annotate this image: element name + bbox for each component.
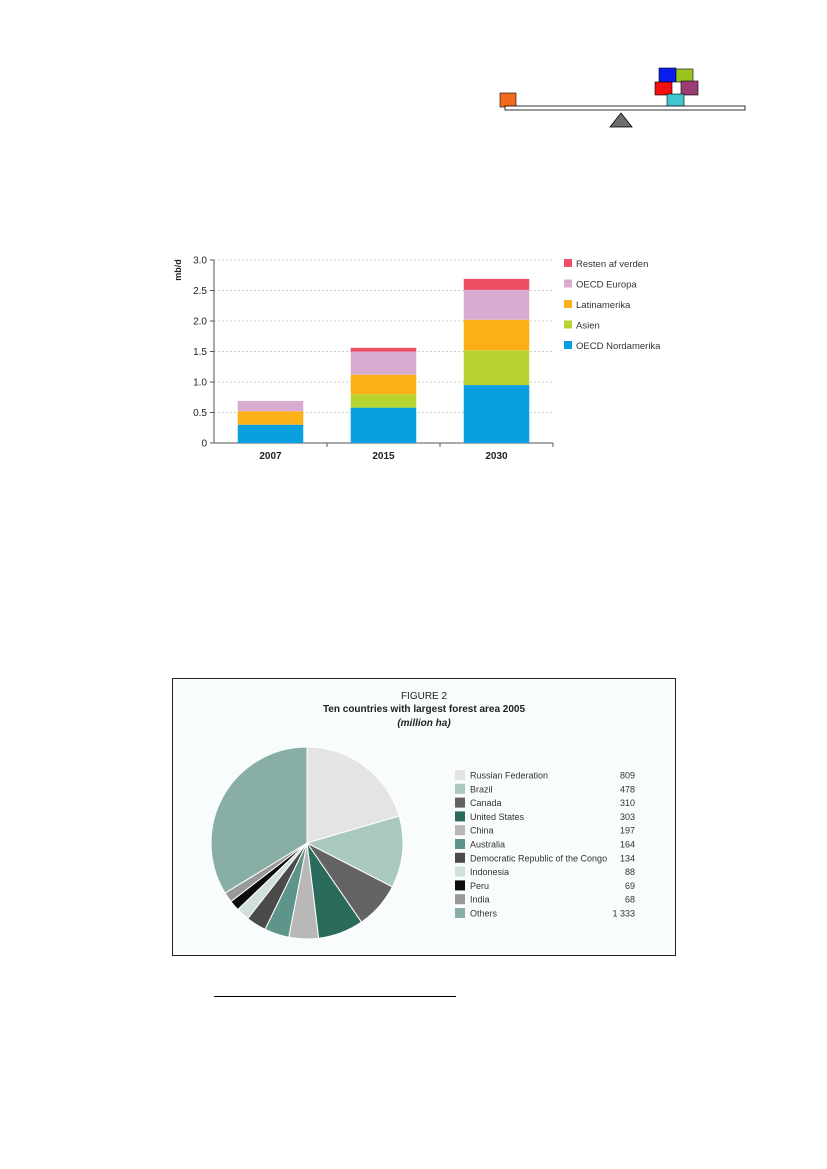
pie-legend: Russian Federation 809 Brazil 478 Canada 310 U… <box>455 770 635 919</box>
legend-swatch <box>564 259 572 267</box>
bar-segment <box>350 374 417 395</box>
x-tick-labels: 2007 2015 2030 <box>259 443 554 462</box>
pie-legend-swatch <box>455 811 465 822</box>
pie-slice <box>306 746 400 844</box>
pie-legend-swatch <box>455 880 465 891</box>
y-tick-label: 2.0 <box>193 317 207 328</box>
pie-legend-swatch <box>455 866 465 877</box>
footnote-separator <box>214 996 456 997</box>
pie-legend-swatch <box>455 908 465 918</box>
bar-segment <box>463 278 530 290</box>
pie-legend-value: 197 <box>620 826 635 836</box>
y-tick-labels: 0 0.5 1.0 1.5 2.0 2.5 3.0 <box>193 256 214 450</box>
bar-segment <box>463 319 530 351</box>
figure-title: Ten countries with largest forest area 2… <box>322 704 526 715</box>
balance-block-mid-left <box>654 81 673 96</box>
pie-legend-swatch <box>455 783 465 794</box>
pie-legend-label: United States <box>470 812 525 822</box>
bar-segments <box>237 278 530 443</box>
pie-legend-value: 478 <box>620 784 635 794</box>
bar-segment <box>463 350 530 386</box>
pie-legend-label: Indonesia <box>470 867 509 877</box>
pie-legend-label: India <box>470 895 490 905</box>
x-tick-label: 2030 <box>485 451 508 462</box>
x-tick-label: 2015 <box>372 451 395 462</box>
bar-segment <box>463 289 530 320</box>
balance-block-top-right <box>675 68 694 83</box>
legend-swatch <box>564 300 572 308</box>
legend-label: Asien <box>576 321 600 332</box>
x-tick-label: 2007 <box>259 451 282 462</box>
figure-label: FIGURE 2 <box>400 691 448 702</box>
pie-legend-swatch <box>455 825 465 836</box>
pie-legend-value: 303 <box>620 812 635 822</box>
y-tick-label: 0.5 <box>193 408 207 419</box>
y-axis-label: mb/d <box>173 259 183 281</box>
bar-segment <box>350 351 417 375</box>
y-tick-label: 0 <box>201 439 207 450</box>
pie-slice <box>305 815 404 888</box>
pie-legend-value: 69 <box>625 881 635 891</box>
pie-legend-value: 809 <box>620 771 635 781</box>
y-tick-label: 3.0 <box>193 256 207 267</box>
pie-legend-label: Australia <box>470 840 505 850</box>
pie-legend-value: 68 <box>625 895 635 905</box>
pie-legend-swatch <box>455 894 465 905</box>
y-tick-label: 1.5 <box>193 347 207 358</box>
pie-legend-value: 164 <box>620 840 635 850</box>
balance-block-left <box>499 92 517 108</box>
pie-legend-label: Others <box>470 909 498 919</box>
legend-label: OECD Nordamerika <box>576 341 661 352</box>
pie-legend-value: 1 333 <box>612 909 635 919</box>
y-tick-label: 1.0 <box>193 378 207 389</box>
pie-slices <box>210 746 404 940</box>
pie-legend-label: Peru <box>470 881 489 891</box>
pie-legend-swatch <box>455 839 465 849</box>
bar-chart-legend: Resten af verden OECD Europa Latinamerika A… <box>564 259 661 352</box>
pie-legend-value: 88 <box>625 867 635 877</box>
pie-chart: Russian Federation 809 Brazil 478 Canada 310 U… <box>210 746 635 940</box>
balance-block-mid-right <box>680 80 699 96</box>
bar-segment <box>237 400 304 412</box>
figure-unit: (million ha) <box>397 718 451 729</box>
pie-legend-label: Democratic Republic of the Congo <box>470 853 607 863</box>
balance-scale-icon <box>499 67 746 128</box>
balance-fulcrum <box>609 112 633 128</box>
pie-legend-label: Brazil <box>470 784 493 794</box>
legend-swatch <box>564 279 572 288</box>
balance-block-top-left <box>658 67 677 83</box>
balance-beam <box>504 105 746 111</box>
pie-legend-value: 310 <box>620 798 635 808</box>
bar-segment <box>350 394 417 408</box>
bar-segment <box>350 347 417 352</box>
legend-label: Resten af verden <box>576 259 648 270</box>
pie-legend-value: 134 <box>620 853 635 863</box>
bar-segment <box>463 385 530 443</box>
y-tick-label: 2.5 <box>193 286 207 297</box>
bar-segment <box>237 411 304 425</box>
pie-figure-panel: FIGURE 2 Ten countries with largest fore… <box>172 678 676 956</box>
pie-legend-swatch <box>455 797 465 808</box>
legend-label: OECD Europa <box>576 280 637 291</box>
pie-legend-label: Canada <box>470 798 502 808</box>
legend-swatch <box>564 320 572 329</box>
balance-block-bottom <box>666 93 685 108</box>
pie-legend-label: Russian Federation <box>470 771 548 781</box>
legend-label: Latinamerika <box>576 300 631 311</box>
pie-legend-swatch <box>455 852 465 863</box>
pie-legend-swatch <box>455 770 465 780</box>
stacked-bar-chart: 0 0.5 1.0 1.5 2.0 2.5 3.0 2007 2015 2030 mb/d Re… <box>173 256 661 463</box>
bar-segment <box>237 424 304 443</box>
pie-slice <box>210 746 308 894</box>
pie-legend-label: China <box>470 826 494 836</box>
legend-swatch <box>564 341 572 349</box>
bar-segment <box>350 407 417 443</box>
